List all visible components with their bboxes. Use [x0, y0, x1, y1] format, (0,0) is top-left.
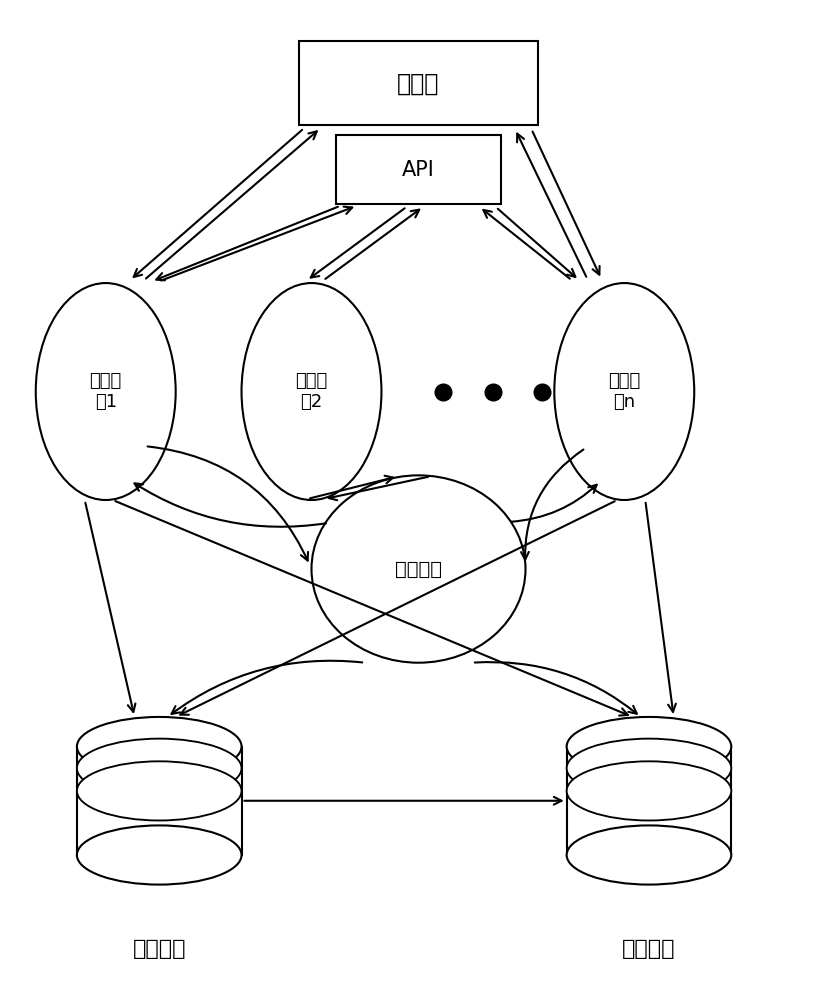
- FancyBboxPatch shape: [336, 135, 500, 204]
- Ellipse shape: [566, 825, 731, 885]
- Ellipse shape: [77, 717, 242, 776]
- Bar: [566, 747, 731, 855]
- Ellipse shape: [77, 739, 242, 798]
- Ellipse shape: [566, 717, 731, 776]
- Ellipse shape: [566, 739, 731, 798]
- FancyBboxPatch shape: [298, 41, 538, 125]
- Ellipse shape: [553, 283, 693, 500]
- Ellipse shape: [77, 825, 242, 885]
- Ellipse shape: [36, 283, 176, 500]
- Text: API: API: [401, 160, 435, 180]
- Text: 总控进程: 总控进程: [395, 560, 441, 579]
- Text: 接入进
程n: 接入进 程n: [608, 372, 640, 411]
- Text: 接入进
程1: 接入进 程1: [89, 372, 122, 411]
- Text: 第一节点: 第一节点: [132, 939, 186, 959]
- Ellipse shape: [242, 283, 381, 500]
- Ellipse shape: [77, 761, 242, 820]
- Ellipse shape: [311, 475, 525, 663]
- Text: 接入进
程2: 接入进 程2: [295, 372, 327, 411]
- Text: 请求端: 请求端: [397, 71, 439, 95]
- Bar: [77, 747, 242, 855]
- Ellipse shape: [566, 761, 731, 820]
- Text: 第二节点: 第二节点: [621, 939, 675, 959]
